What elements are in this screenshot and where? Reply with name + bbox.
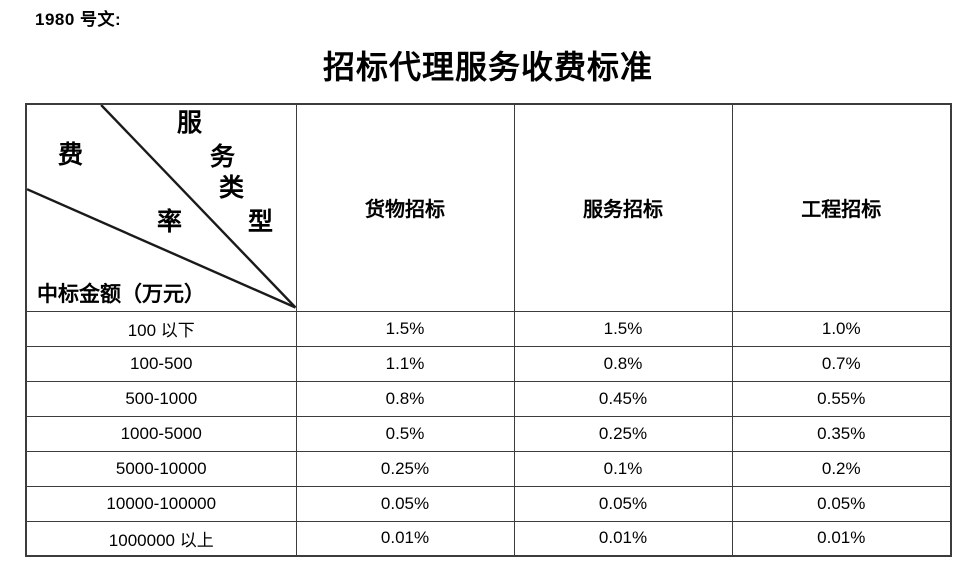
rate-cell: 0.01% — [513, 520, 733, 557]
amount-range-cell: 1000-5000 — [25, 415, 297, 452]
doc-reference: 1980 号文: — [35, 10, 122, 29]
amount-range-cell: 100-500 — [25, 345, 297, 382]
rate-cell: 0.8% — [295, 380, 515, 417]
table-row: 1000-5000 0.5% 0.25% 0.35% — [25, 415, 952, 452]
rate-cell: 1.0% — [731, 310, 952, 347]
amount-range-cell: 500-1000 — [25, 380, 297, 417]
rate-cell: 0.2% — [731, 450, 952, 487]
rate-cell: 1.5% — [513, 310, 733, 347]
amount-range-cell: 1000000 以上 — [25, 520, 297, 557]
service-type-label-char: 务 — [210, 144, 236, 171]
rate-cell: 0.25% — [513, 415, 733, 452]
rate-cell: 0.7% — [731, 345, 952, 382]
table-row: 10000-100000 0.05% 0.05% 0.05% — [25, 485, 952, 522]
diagonal-header-cell: 服 务 类 型 费 率 中标金额（万元） — [25, 103, 297, 312]
table-row: 5000-10000 0.25% 0.1% 0.2% — [25, 450, 952, 487]
rate-cell: 1.1% — [295, 345, 515, 382]
table-header-row: 服 务 类 型 费 率 中标金额（万元） 货物招标 服务招标 工程招标 — [25, 103, 952, 312]
column-header-works: 工程招标 — [731, 103, 952, 312]
rate-cell: 0.1% — [513, 450, 733, 487]
column-header-goods: 货物招标 — [295, 103, 515, 312]
rate-cell: 0.05% — [513, 485, 733, 522]
rate-cell: 0.01% — [295, 520, 515, 557]
fee-rate-label-char: 率 — [157, 209, 183, 236]
rate-cell: 1.5% — [295, 310, 515, 347]
service-type-label-char: 类 — [219, 175, 245, 202]
rate-cell: 0.05% — [295, 485, 515, 522]
rate-cell: 0.01% — [731, 520, 952, 557]
amount-range-cell: 5000-10000 — [25, 450, 297, 487]
amount-axis-label: 中标金额（万元） — [37, 282, 205, 306]
amount-range-cell: 10000-100000 — [25, 485, 297, 522]
fee-rate-label-char: 费 — [58, 142, 84, 169]
rate-cell: 0.45% — [513, 380, 733, 417]
rate-cell: 0.35% — [731, 415, 952, 452]
column-header-services: 服务招标 — [513, 103, 733, 312]
service-type-label-char: 服 — [177, 110, 203, 137]
rate-cell: 0.55% — [731, 380, 952, 417]
table-row: 100-500 1.1% 0.8% 0.7% — [25, 345, 952, 382]
table-row: 100 以下 1.5% 1.5% 1.0% — [25, 310, 952, 347]
rate-cell: 0.5% — [295, 415, 515, 452]
amount-range-cell: 100 以下 — [25, 310, 297, 347]
table-row: 500-1000 0.8% 0.45% 0.55% — [25, 380, 952, 417]
diagonal-divider-lines — [27, 105, 295, 309]
fee-table: 服 务 类 型 费 率 中标金额（万元） 货物招标 服务招标 工程招标 100 … — [25, 103, 952, 557]
page-title: 招标代理服务收费标准 — [322, 49, 653, 85]
rate-cell: 0.25% — [295, 450, 515, 487]
table-row: 1000000 以上 0.01% 0.01% 0.01% — [25, 520, 952, 557]
service-type-label-char: 型 — [248, 209, 274, 236]
rate-cell: 0.8% — [513, 345, 733, 382]
rate-cell: 0.05% — [731, 485, 952, 522]
